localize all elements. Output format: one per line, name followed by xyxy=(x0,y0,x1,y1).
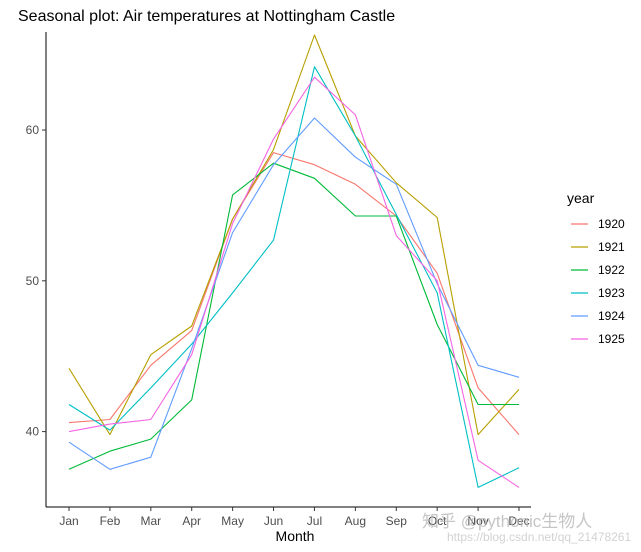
chart-title: Seasonal plot: Air temperatures at Notti… xyxy=(18,8,395,25)
x-tick-label: Jun xyxy=(264,514,283,528)
legend-item-1920: 1920 xyxy=(571,217,625,231)
legend-item-1924: 1924 xyxy=(571,309,625,323)
legend-items: 1920 1921 1922 1923 1924 1925 xyxy=(571,217,625,346)
legend-label-1923: 1923 xyxy=(598,286,625,300)
legend-item-1921: 1921 xyxy=(571,240,625,254)
x-tick-label: Jul xyxy=(307,514,322,528)
x-tick-label: Nov xyxy=(467,514,488,528)
y-ticks: 40 50 60 xyxy=(26,123,46,439)
legend: year 1920 1921 1922 1923 1924 1925 xyxy=(567,190,625,346)
series-line-1920 xyxy=(68,152,520,435)
series-lines xyxy=(68,34,520,488)
y-tick-label: 60 xyxy=(26,123,40,137)
legend-label-1921: 1921 xyxy=(598,240,625,254)
legend-label-1924: 1924 xyxy=(598,309,625,323)
x-tick-label: Dec xyxy=(508,514,529,528)
legend-item-1922: 1922 xyxy=(571,263,625,277)
axes xyxy=(45,32,531,508)
x-ticks: Jan Feb Mar Apr May Jun Jul Aug Sep Oct Nov Dec xyxy=(59,507,530,528)
x-tick-label: Jan xyxy=(59,514,78,528)
series-line-1922 xyxy=(68,162,519,470)
legend-label-1925: 1925 xyxy=(598,332,625,346)
x-tick-label: Mar xyxy=(140,514,161,528)
legend-item-1925: 1925 xyxy=(571,332,625,346)
series-line-1925 xyxy=(68,76,520,488)
series-line-1921 xyxy=(68,34,520,436)
watermark-text: 知乎 @pythonic生物人 xyxy=(422,512,592,531)
legend-title: year xyxy=(567,190,595,206)
x-tick-label: Aug xyxy=(345,514,366,528)
x-tick-label: Sep xyxy=(386,514,408,528)
legend-item-1923: 1923 xyxy=(571,286,625,300)
legend-label-1922: 1922 xyxy=(598,263,625,277)
x-tick-label: Oct xyxy=(428,514,447,528)
y-tick-label: 40 xyxy=(26,425,40,439)
x-axis-title: Month xyxy=(276,528,315,544)
watermark-url: https://blog.csdn.net/qq_21478261 xyxy=(447,530,631,544)
legend-label-1920: 1920 xyxy=(598,217,625,231)
series-line-1923 xyxy=(68,66,520,488)
y-tick-label: 50 xyxy=(26,274,40,288)
series-line-1924 xyxy=(68,117,520,470)
x-tick-label: May xyxy=(221,514,244,528)
x-tick-label: Apr xyxy=(182,514,201,528)
x-tick-label: Feb xyxy=(100,514,121,528)
